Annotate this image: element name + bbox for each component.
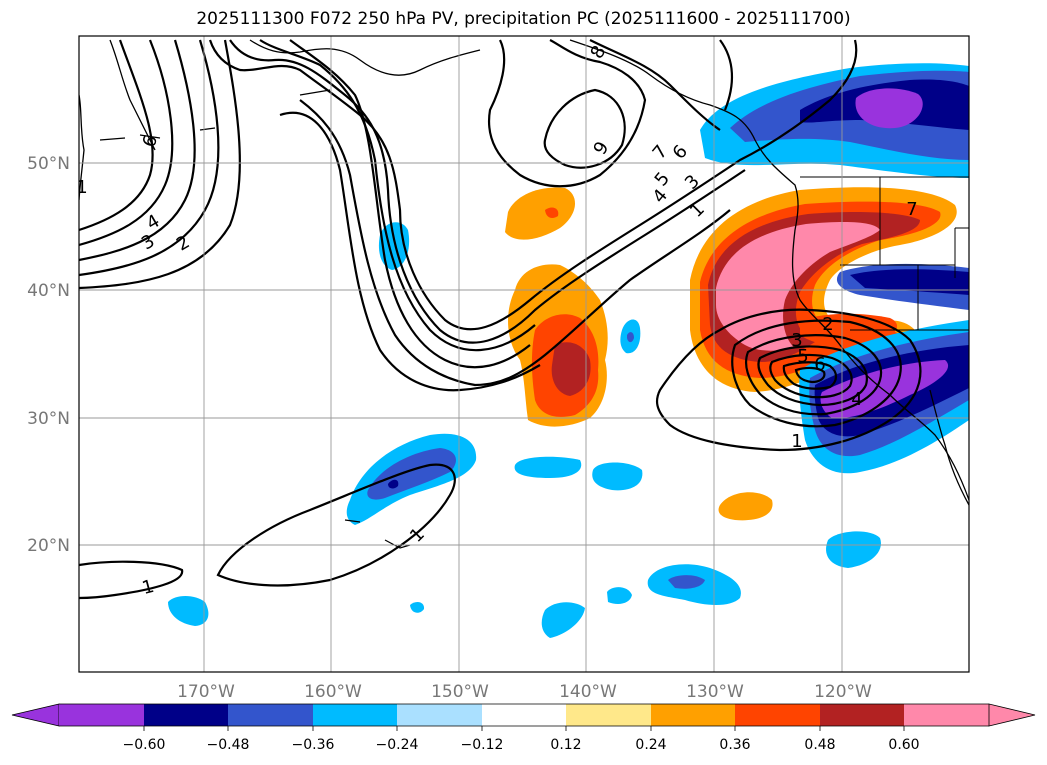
colorbar-extend-high — [988, 703, 1036, 727]
colorbar-extend-low — [11, 703, 60, 727]
colorbar-tick-label: −0.60 — [123, 737, 166, 753]
gridlines — [79, 36, 969, 672]
colorbar-segment — [59, 704, 144, 726]
lon-label-130w: 130°W — [686, 682, 744, 702]
colorbar-segment — [651, 704, 735, 726]
colorbar-segment — [397, 704, 482, 726]
lon-label-160w: 160°W — [304, 682, 362, 702]
lon-label-150w: 150°W — [431, 682, 489, 702]
lat-label-40n: 40°N — [27, 281, 70, 301]
colorbar-tick-label: 0.36 — [719, 737, 750, 753]
colorbar-segment — [482, 704, 566, 726]
colorbar-segment — [820, 704, 904, 726]
contour-label: 1 — [76, 177, 87, 198]
colorbar-tick-label: 0.60 — [888, 737, 919, 753]
map-frame — [78, 35, 970, 673]
contour-label: 7 — [906, 199, 917, 220]
contour-label: 1 — [140, 576, 156, 599]
contour-label: 3 — [791, 330, 802, 351]
colorbar-tick-label: 0.48 — [804, 737, 835, 753]
latitude-labels: 50°N 40°N 30°N 20°N — [27, 154, 70, 556]
lon-label-140w: 140°W — [559, 682, 617, 702]
lon-label-170w: 170°W — [177, 682, 235, 702]
lat-label-30n: 30°N — [27, 409, 70, 429]
colorbar-segment — [566, 704, 651, 726]
contour-label: 1 — [791, 431, 802, 452]
colorbar-segment — [144, 704, 228, 726]
colorbar-segment — [735, 704, 820, 726]
colorbar: −0.60 −0.48 −0.36 −0.24 −0.12 0.12 0.24 … — [11, 703, 1036, 753]
lon-label-120w: 120°W — [814, 682, 872, 702]
colorbar-tick-label: 0.12 — [550, 737, 581, 753]
contour-label: 5 — [797, 346, 808, 367]
pv-contours — [79, 39, 922, 600]
colorbar-segment — [904, 704, 989, 726]
colorbar-tick-label: 0.24 — [635, 737, 666, 753]
colorbar-tick-label: −0.12 — [461, 737, 504, 753]
map-title: 2025111300 F072 250 hPa PV, precipitatio… — [196, 9, 851, 29]
state-borders — [800, 176, 969, 331]
colorbar-segment — [228, 704, 313, 726]
longitude-labels: 170°W 160°W 150°W 140°W 130°W 120°W — [177, 682, 872, 702]
contour-label: 6 — [814, 354, 825, 375]
contour-label: 2 — [822, 314, 833, 335]
colorbar-segment — [313, 704, 397, 726]
colorbar-tick-label: −0.36 — [292, 737, 335, 753]
colorbar-tick-label: −0.48 — [207, 737, 250, 753]
lat-label-50n: 50°N — [27, 154, 70, 174]
lat-label-20n: 20°N — [27, 536, 70, 556]
colorbar-tick-label: −0.24 — [376, 737, 419, 753]
contour-label: 4 — [851, 389, 862, 410]
